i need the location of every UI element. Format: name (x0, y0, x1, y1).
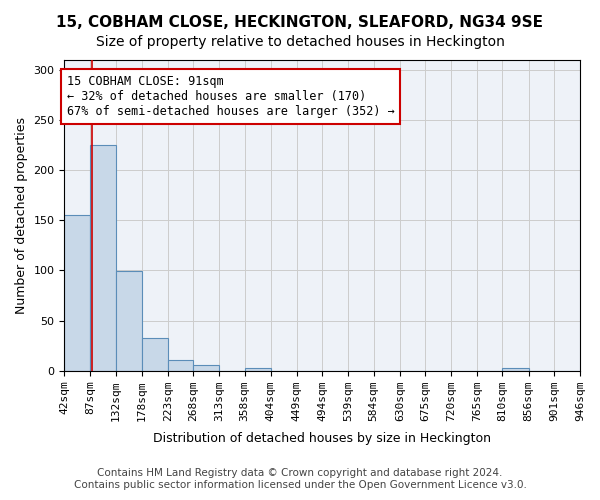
Bar (167, 360, 193, 370)
Bar (245, 368, 271, 370)
Text: 15 COBHAM CLOSE: 91sqm
← 32% of detached houses are smaller (170)
67% of semi-de: 15 COBHAM CLOSE: 91sqm ← 32% of detached… (67, 75, 394, 118)
Y-axis label: Number of detached properties: Number of detached properties (15, 117, 28, 314)
Text: 15, COBHAM CLOSE, HECKINGTON, SLEAFORD, NG34 9SE: 15, COBHAM CLOSE, HECKINGTON, SLEAFORD, … (56, 15, 544, 30)
Bar (193, 364, 219, 370)
Bar (116, 272, 142, 370)
Text: Contains HM Land Registry data © Crown copyright and database right 2024.
Contai: Contains HM Land Registry data © Crown c… (74, 468, 526, 490)
Bar (142, 338, 167, 370)
Bar (502, 368, 529, 370)
Text: Size of property relative to detached houses in Heckington: Size of property relative to detached ho… (95, 35, 505, 49)
X-axis label: Distribution of detached houses by size in Heckington: Distribution of detached houses by size … (153, 432, 491, 445)
Bar (64, 216, 90, 370)
Bar (90, 145, 116, 370)
